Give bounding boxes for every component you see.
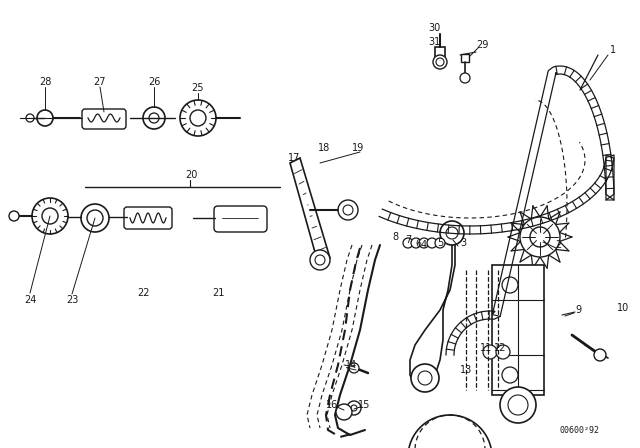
Text: 20: 20 [185, 170, 197, 180]
Polygon shape [290, 158, 330, 263]
Text: 31: 31 [428, 37, 440, 47]
Text: 1: 1 [610, 45, 616, 55]
Circle shape [149, 113, 159, 123]
Text: 11: 11 [480, 343, 492, 353]
Text: 19: 19 [352, 143, 364, 153]
Circle shape [460, 73, 470, 83]
Text: 00600²92: 00600²92 [560, 426, 600, 435]
Bar [461, 54, 469, 62]
Text: 14: 14 [345, 360, 357, 370]
Text: 7: 7 [405, 235, 411, 245]
Circle shape [502, 277, 518, 293]
Circle shape [483, 345, 497, 359]
Text: 2: 2 [555, 240, 561, 250]
Circle shape [26, 114, 34, 122]
Text: 29: 29 [476, 40, 488, 50]
Text: 5: 5 [437, 238, 443, 248]
Circle shape [594, 349, 606, 361]
Text: 21: 21 [212, 288, 224, 298]
Circle shape [347, 401, 361, 415]
FancyBboxPatch shape [82, 109, 126, 129]
Text: 13: 13 [460, 365, 472, 375]
Text: 17: 17 [288, 153, 300, 163]
Text: 15: 15 [358, 400, 371, 410]
Bar [492, 265, 544, 395]
Circle shape [336, 404, 352, 420]
Circle shape [433, 55, 447, 69]
Circle shape [419, 238, 429, 248]
Circle shape [338, 200, 358, 220]
Circle shape [403, 238, 413, 248]
Circle shape [180, 100, 216, 136]
Text: 6: 6 [415, 239, 421, 249]
Circle shape [37, 110, 53, 126]
Circle shape [440, 221, 464, 245]
Text: 28: 28 [39, 77, 51, 87]
Circle shape [143, 107, 165, 129]
Circle shape [427, 238, 437, 248]
Circle shape [81, 204, 109, 232]
Text: 9: 9 [575, 305, 581, 315]
Circle shape [87, 210, 103, 226]
Circle shape [9, 211, 19, 221]
Text: 25: 25 [192, 83, 204, 93]
Circle shape [42, 208, 58, 224]
Text: 24: 24 [24, 295, 36, 305]
Text: 16: 16 [326, 400, 338, 410]
Circle shape [411, 364, 439, 392]
Text: 12: 12 [494, 343, 506, 353]
Text: 8: 8 [392, 232, 398, 242]
Text: 26: 26 [148, 77, 160, 87]
Circle shape [500, 387, 536, 423]
Circle shape [411, 238, 421, 248]
Circle shape [496, 345, 510, 359]
Circle shape [435, 238, 445, 248]
Circle shape [349, 363, 359, 373]
Text: 23: 23 [66, 295, 78, 305]
FancyBboxPatch shape [214, 206, 267, 232]
Text: 18: 18 [318, 143, 330, 153]
Text: 3: 3 [460, 238, 466, 248]
Bar [435, 47, 445, 57]
Text: 27: 27 [93, 77, 106, 87]
Circle shape [310, 250, 330, 270]
Circle shape [530, 227, 550, 247]
Text: 22: 22 [138, 288, 150, 298]
Polygon shape [410, 225, 455, 385]
Text: 4: 4 [421, 240, 427, 250]
Circle shape [32, 198, 68, 234]
Circle shape [520, 217, 560, 257]
Text: 10: 10 [617, 303, 629, 313]
Circle shape [502, 367, 518, 383]
Text: 30: 30 [428, 23, 440, 33]
Circle shape [190, 110, 206, 126]
FancyBboxPatch shape [124, 207, 172, 229]
